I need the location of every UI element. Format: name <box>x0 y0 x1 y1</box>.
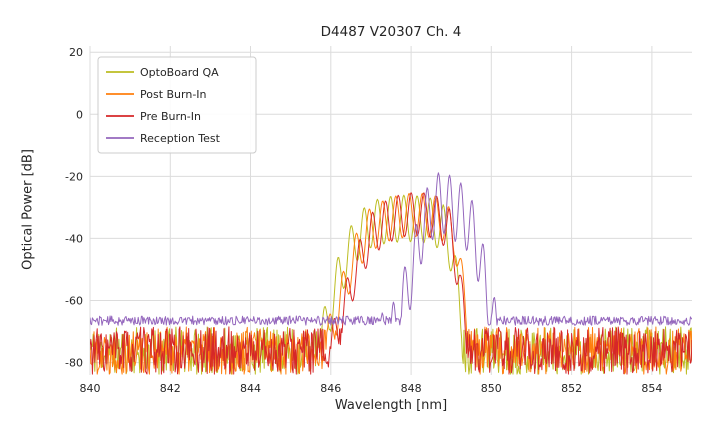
svg-text:0: 0 <box>76 108 83 121</box>
series-line-reception-test <box>90 172 692 326</box>
svg-text:846: 846 <box>320 382 341 395</box>
legend: OptoBoard QA Post Burn-In Pre Burn-In Recep… <box>97 56 257 154</box>
x-tick-labels: 840 842 844 846 848 850 852 854 <box>80 382 663 395</box>
legend-label: Post Burn-In <box>140 88 207 101</box>
svg-text:850: 850 <box>481 382 502 395</box>
svg-text:842: 842 <box>160 382 181 395</box>
chart-title: D4487 V20307 Ch. 4 <box>320 24 462 40</box>
x-axis-label: Wavelength [nm] <box>334 398 448 413</box>
svg-text:848: 848 <box>401 382 422 395</box>
y-axis-label: Optical Power [dB] <box>20 149 36 270</box>
svg-text:840: 840 <box>80 382 101 395</box>
y-tick-labels: 20 0 -20 -40 -60 -80 <box>65 46 83 369</box>
svg-text:852: 852 <box>561 382 582 395</box>
legend-label: Reception Test <box>140 132 221 145</box>
legend-label: OptoBoard QA <box>140 66 219 79</box>
svg-text:-20: -20 <box>65 170 83 183</box>
svg-text:-60: -60 <box>65 295 83 308</box>
svg-text:854: 854 <box>641 382 662 395</box>
svg-text:-40: -40 <box>65 232 83 245</box>
svg-text:20: 20 <box>69 46 83 59</box>
series-line-pre-burn-in <box>90 192 692 375</box>
svg-text:-80: -80 <box>65 357 83 370</box>
svg-text:844: 844 <box>240 382 261 395</box>
legend-label: Pre Burn-In <box>140 110 201 123</box>
